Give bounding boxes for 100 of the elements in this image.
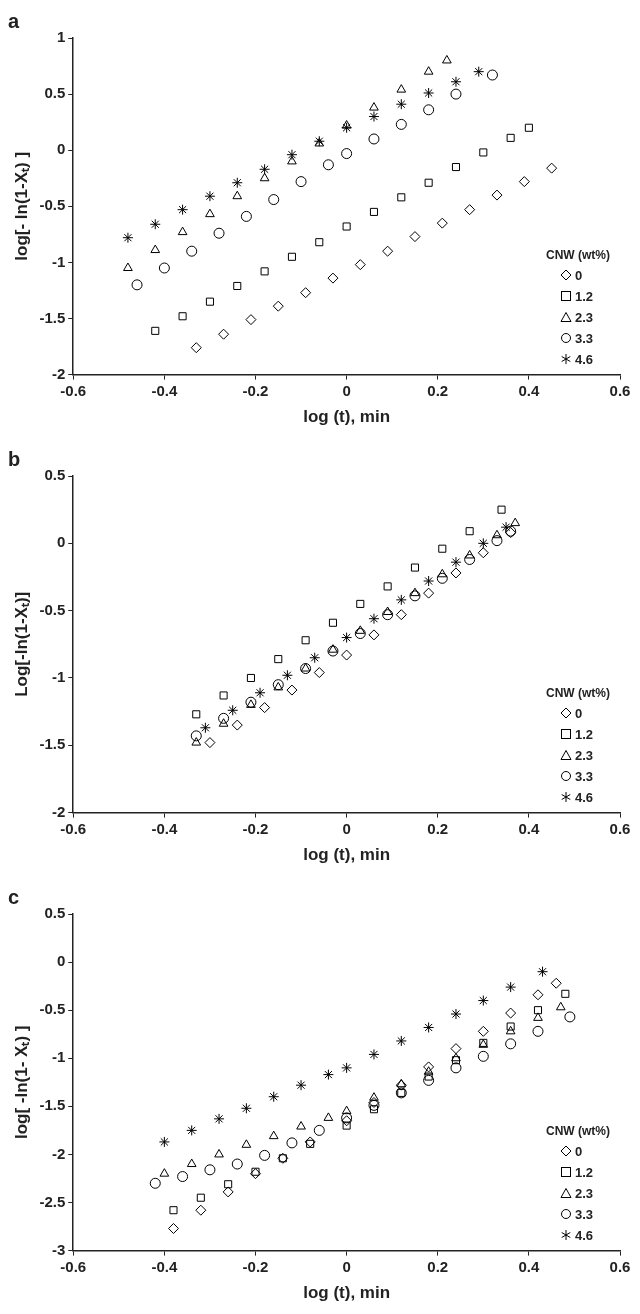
point <box>240 1102 252 1114</box>
point <box>465 527 474 536</box>
y-tick-label: -2 <box>51 802 66 820</box>
point <box>274 655 283 664</box>
point <box>309 652 321 664</box>
point <box>149 218 161 230</box>
point <box>246 673 255 682</box>
point <box>268 194 280 206</box>
legend-label: 4.6 <box>575 789 594 805</box>
point <box>546 162 558 174</box>
point <box>323 1112 334 1121</box>
point <box>533 1006 543 1015</box>
y-tick-label: -2 <box>51 1144 66 1162</box>
point <box>214 1148 224 1158</box>
point <box>301 636 310 645</box>
point <box>424 1072 433 1081</box>
point <box>177 226 188 236</box>
point <box>178 312 187 321</box>
point <box>231 719 243 731</box>
point <box>479 148 488 157</box>
point <box>450 88 462 100</box>
point <box>169 1206 178 1215</box>
point <box>328 644 338 653</box>
point <box>259 702 271 714</box>
point <box>532 1025 544 1037</box>
point <box>423 1061 435 1073</box>
point <box>477 537 489 549</box>
point <box>464 553 476 565</box>
point <box>295 176 307 188</box>
y-tick-label: -1 <box>51 1048 66 1066</box>
point <box>322 159 334 171</box>
x-tick-label: 0.6 <box>609 1257 631 1275</box>
legend-label: 1.2 <box>575 1164 594 1180</box>
point <box>158 1136 170 1148</box>
point <box>397 193 406 202</box>
point <box>368 1048 380 1060</box>
legend-label: 4.6 <box>575 1227 594 1243</box>
point <box>190 730 202 742</box>
point <box>436 217 448 229</box>
x-tick-label: -0.6 <box>60 1257 87 1275</box>
point <box>122 232 134 244</box>
point <box>204 190 216 202</box>
legend-label: 1.2 <box>575 726 594 742</box>
point <box>287 155 297 165</box>
y-axis-title: log[ -ln(1- Xₜ) ] <box>11 1025 31 1140</box>
point <box>177 204 189 216</box>
point <box>450 567 462 579</box>
point <box>196 1193 205 1202</box>
point <box>532 989 544 1001</box>
point <box>368 111 380 123</box>
legend-label: 3.3 <box>575 768 594 784</box>
y-tick-label: 0 <box>56 140 66 158</box>
legend-label: 2.3 <box>575 1185 594 1201</box>
x-axis-title: log (t), min <box>303 407 391 427</box>
legend-title: CNW (wt%) <box>546 1123 610 1138</box>
point <box>450 1043 462 1055</box>
point <box>341 148 353 160</box>
point <box>268 1091 280 1103</box>
point <box>322 1069 334 1081</box>
point <box>505 1038 517 1050</box>
point <box>382 245 394 257</box>
point <box>369 207 378 216</box>
point <box>473 66 485 78</box>
x-tick-label: 0 <box>342 819 351 837</box>
x-tick-label: 0.6 <box>609 381 631 399</box>
point <box>190 342 202 354</box>
point <box>313 1124 325 1136</box>
point <box>204 737 216 749</box>
point <box>205 297 214 306</box>
point <box>341 632 353 644</box>
point <box>437 568 448 578</box>
point <box>186 1158 197 1168</box>
point <box>204 1164 216 1176</box>
point <box>438 544 447 553</box>
point <box>341 1062 353 1074</box>
x-axis-title: log (t), min <box>303 1283 391 1303</box>
y-tick-label: -3 <box>51 1240 66 1258</box>
y-tick-label: 0.5 <box>44 466 66 484</box>
point <box>213 227 225 239</box>
point <box>131 279 143 291</box>
point <box>524 123 533 132</box>
y-axis-title: Log[-ln(1-Xₜ)] <box>11 591 31 697</box>
point <box>231 1158 243 1170</box>
point <box>477 995 489 1007</box>
point <box>296 1121 306 1130</box>
point <box>272 300 284 312</box>
point <box>186 245 198 257</box>
x-tick-label: 0.2 <box>427 1257 449 1275</box>
point <box>451 162 461 172</box>
point <box>533 1012 543 1021</box>
point <box>436 572 448 584</box>
x-axis-title: log (t), min <box>303 845 391 865</box>
x-tick-label: 0.2 <box>427 819 449 837</box>
x-tick-label: -0.2 <box>242 381 269 399</box>
legend-label: 2.3 <box>575 309 594 325</box>
y-tick-label: -0.5 <box>39 196 66 214</box>
point <box>341 120 352 129</box>
point <box>368 629 380 641</box>
point <box>369 1105 378 1114</box>
point <box>233 281 242 290</box>
